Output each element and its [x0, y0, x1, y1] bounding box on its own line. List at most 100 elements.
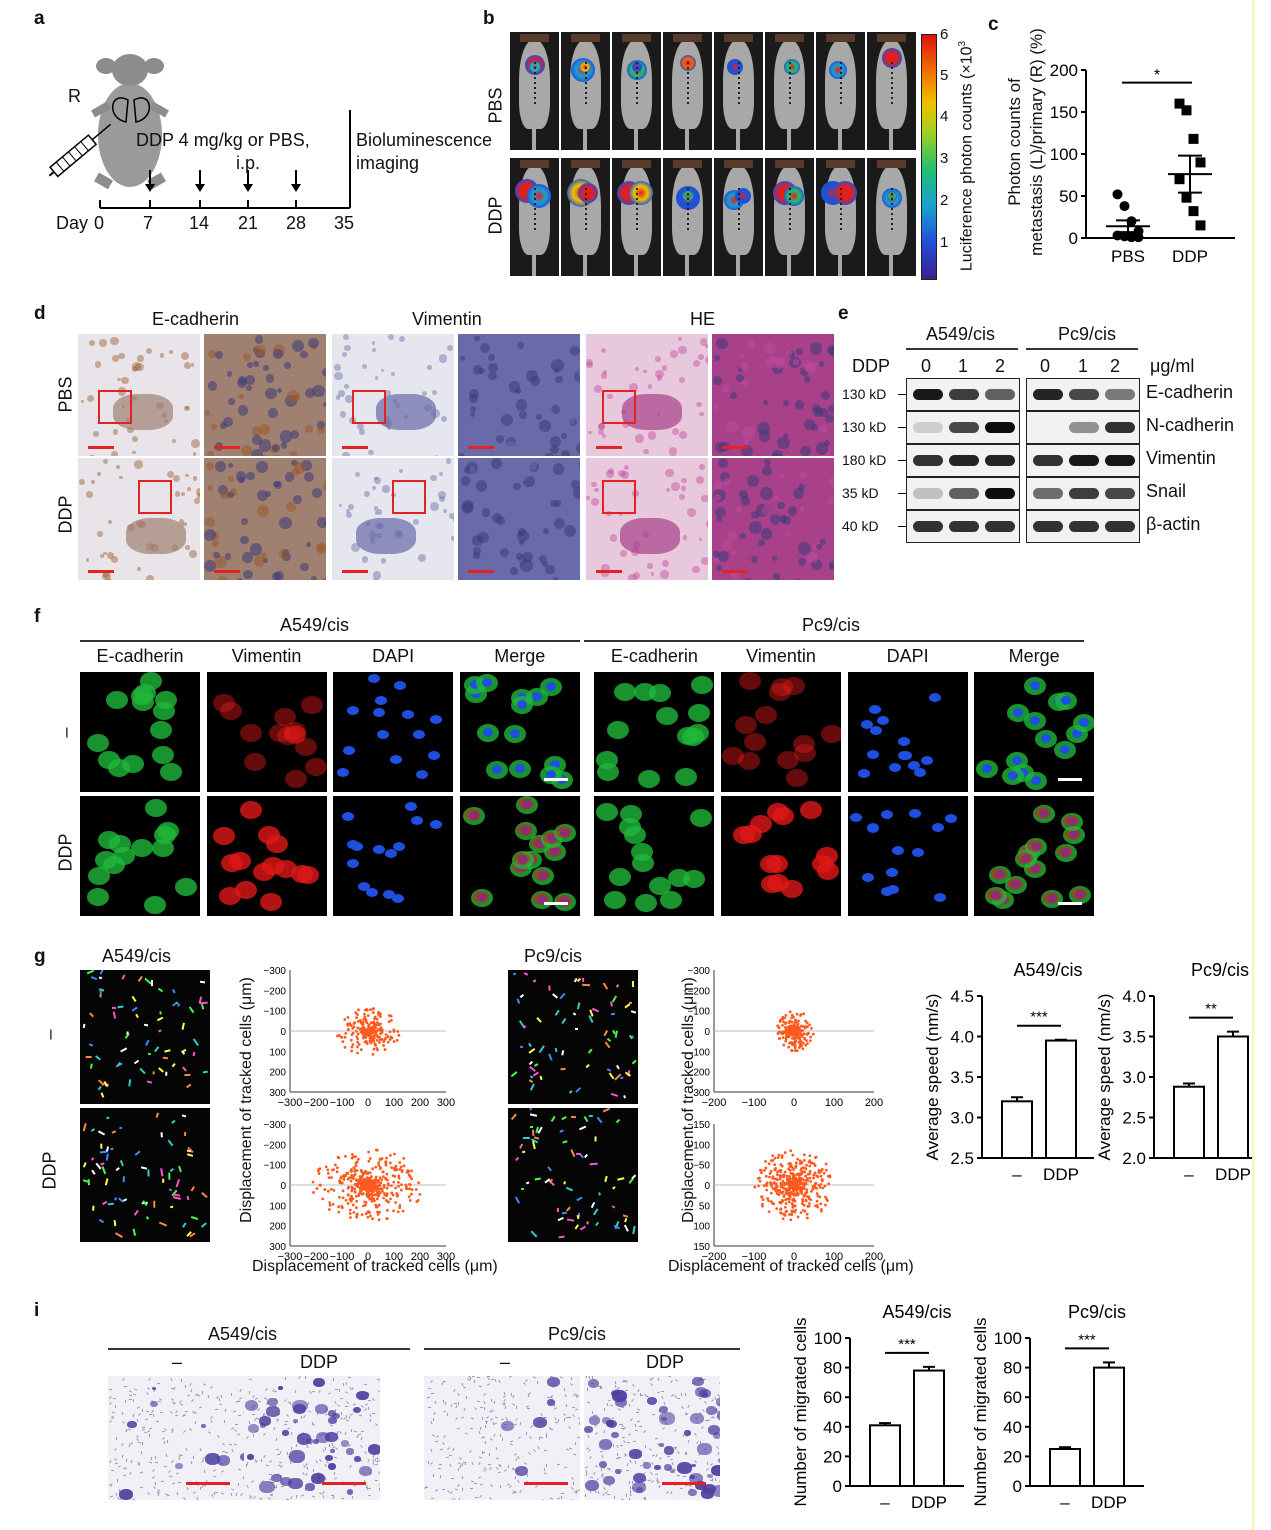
displacement-point: [355, 1183, 359, 1187]
membrane-pore: [616, 1453, 619, 1457]
displacement-point: [783, 1151, 787, 1154]
cell-signal: [614, 682, 637, 701]
membrane-pore: [331, 1494, 335, 1496]
displacement-point: [376, 1191, 380, 1195]
displacement-point: [794, 1036, 798, 1040]
displacement-point: [350, 1168, 353, 1171]
membrane-pore: [115, 1492, 118, 1496]
membrane-pore: [667, 1376, 672, 1378]
displacement-point: [368, 1029, 372, 1033]
cell-nucleus: [1013, 708, 1024, 718]
migrated-cell: [692, 1377, 704, 1387]
tissue-cell: [712, 404, 719, 411]
membrane-pore: [220, 1461, 223, 1465]
displacement-point: [764, 1174, 768, 1178]
membrane-pore: [614, 1387, 618, 1391]
cell-track: [623, 1094, 627, 1099]
displacement-point: [792, 1184, 796, 1187]
cell-nucleus: [481, 677, 492, 687]
displacement-point: [364, 1184, 368, 1188]
mouse-image: [714, 158, 763, 276]
displacement-point: [345, 1171, 349, 1175]
e-group-pc9: Pc9/cis: [1058, 324, 1117, 344]
tissue-cell: [307, 337, 319, 349]
membrane-pore: [132, 1393, 137, 1396]
membrane-pore: [514, 1475, 517, 1479]
displacement-point: [350, 1185, 354, 1189]
membrane-pore: [279, 1450, 282, 1454]
tissue-cell: [461, 502, 474, 515]
displacement-point: [815, 1199, 819, 1203]
tissue-cell: [730, 570, 740, 580]
displacement-point: [392, 1166, 396, 1170]
tissue-cell: [368, 449, 374, 455]
blot-band: [985, 455, 1015, 466]
displacement-point: [350, 1170, 353, 1173]
tissue-cell: [516, 553, 524, 560]
tissue-cell: [110, 336, 119, 346]
displacement-point: [816, 1205, 820, 1209]
migrated-cell: [313, 1439, 320, 1444]
suture-dot: [788, 193, 791, 195]
membrane-pore: [116, 1436, 118, 1440]
membrane-pore: [586, 1401, 590, 1404]
immunofluorescence-images: [80, 672, 1095, 918]
displacement-point: [340, 1204, 344, 1208]
membrane-pore: [593, 1472, 596, 1476]
membrane-pore: [274, 1404, 277, 1408]
displacement-point: [793, 1030, 796, 1034]
displacement-point: [376, 1035, 380, 1039]
displacement-point: [808, 1202, 811, 1205]
blot-band: [985, 521, 1015, 532]
displacement-point: [794, 1182, 798, 1186]
displacement-point: [792, 1183, 796, 1187]
membrane-pore: [153, 1486, 157, 1490]
membrane-pore: [698, 1453, 701, 1457]
displacement-point: [372, 1183, 376, 1187]
ihc-overview: [586, 458, 708, 580]
displacement-point: [780, 1199, 784, 1203]
suture-dot: [890, 203, 893, 205]
migrated-cell: [688, 1472, 703, 1484]
tissue-cell: [739, 490, 749, 500]
displacement-point: [348, 1022, 352, 1025]
membrane-pore: [218, 1398, 221, 1402]
blot-band: [913, 389, 943, 400]
displacement-point: [360, 1175, 364, 1179]
suture-dot: [686, 92, 689, 94]
membrane-pore: [183, 1429, 187, 1433]
displacement-point: [794, 1030, 798, 1034]
membrane-pore: [249, 1494, 252, 1498]
x-tick-label: –: [1184, 1165, 1194, 1184]
membrane-pore: [339, 1431, 342, 1435]
displacement-point: [385, 1172, 389, 1176]
membrane-pore: [671, 1467, 674, 1471]
displacement-point: [793, 1040, 797, 1044]
y-tick-label: 200: [1050, 61, 1078, 80]
displacement-point: [319, 1183, 322, 1187]
membrane-pore: [196, 1496, 199, 1500]
tissue-cell: [804, 418, 816, 431]
membrane-pore: [565, 1448, 569, 1452]
displacement-point: [792, 1030, 796, 1033]
membrane-pore: [334, 1388, 338, 1391]
zoom-box: [602, 480, 636, 514]
y-tick-label: 4.5: [950, 987, 974, 1006]
membrane-pore: [204, 1469, 206, 1473]
displacement-point: [369, 1181, 373, 1185]
migrated-cell: [715, 1397, 720, 1408]
membrane-pore: [687, 1404, 690, 1408]
displacement-point: [366, 1171, 370, 1175]
membrane-pore: [192, 1410, 195, 1414]
displacement-point: [366, 1183, 370, 1187]
displacement-point: [792, 1185, 795, 1189]
membrane-pore: [567, 1425, 571, 1429]
plot-y-tick: 0: [704, 1181, 710, 1192]
membrane-pore: [213, 1475, 217, 1478]
cell-vimentin: [517, 798, 534, 811]
cell-nucleus: [908, 760, 921, 770]
displacement-point: [773, 1163, 777, 1166]
membrane-pore: [252, 1433, 255, 1437]
data-point-pbs: [1133, 232, 1144, 243]
cell-track: [163, 1048, 171, 1053]
